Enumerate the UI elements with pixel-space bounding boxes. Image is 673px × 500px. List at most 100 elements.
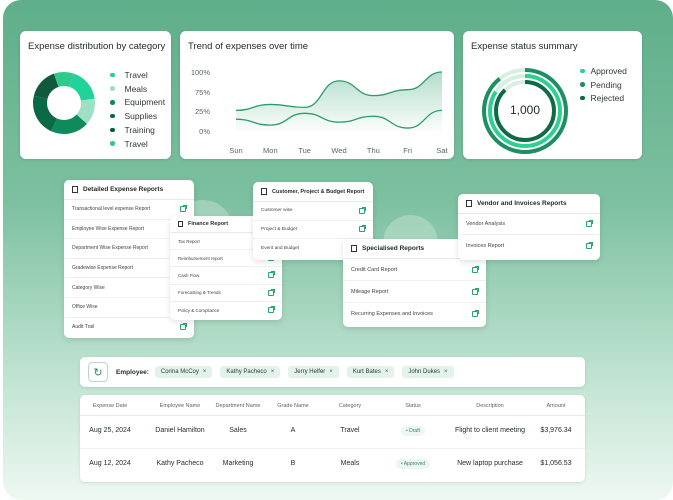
column-header[interactable]: Expense Date bbox=[92, 403, 128, 409]
employee-chip[interactable]: Corina McCoy × bbox=[154, 366, 213, 378]
panel-header: Customer, Project & Budget Report bbox=[253, 182, 373, 202]
legend-item: Equipment bbox=[110, 97, 165, 107]
column-header[interactable]: Employee Name bbox=[159, 403, 201, 409]
legend-item: Rejected bbox=[580, 93, 624, 103]
close-icon[interactable]: × bbox=[329, 369, 333, 375]
report-link[interactable]: Mileage Report bbox=[343, 281, 486, 303]
report-link[interactable]: Recurring Expenses and Invoices bbox=[343, 303, 486, 325]
report-label: Cash Flow bbox=[178, 272, 200, 278]
report-link[interactable]: Forecasting & Trends bbox=[170, 285, 282, 302]
report-label: Audit Trail bbox=[72, 324, 95, 331]
report-link[interactable]: Cash Flow bbox=[170, 267, 282, 285]
vendor-reports-panel: Vendor and Invoices Reports Vendor Analy… bbox=[458, 194, 600, 260]
employee-chip[interactable]: Kurt Bates × bbox=[346, 366, 395, 378]
legend-label: Equipment bbox=[124, 97, 166, 108]
external-link-icon[interactable] bbox=[359, 206, 366, 214]
pie-slice bbox=[69, 73, 95, 101]
x-tick-label: Tue bbox=[298, 146, 311, 155]
legend-label: Pending bbox=[590, 79, 622, 90]
legend-dot bbox=[110, 113, 115, 119]
column-header[interactable]: Department Name bbox=[215, 403, 261, 409]
report-link[interactable]: Vendor Analysis bbox=[458, 214, 600, 235]
trend-card: Trend of expenses over time 100% 75% 25% 0%… bbox=[180, 31, 454, 159]
panel-title: Customer, Project & Budget Report bbox=[272, 188, 365, 195]
chip-label: Kathy Pacheco bbox=[226, 369, 267, 375]
external-link-icon[interactable] bbox=[472, 310, 479, 317]
document-icon bbox=[466, 200, 472, 207]
report-link[interactable]: Policy & Compliance bbox=[170, 302, 282, 319]
report-link[interactable]: Project & Budget bbox=[253, 221, 373, 240]
y-tick-label: 25% bbox=[195, 107, 210, 116]
external-link-icon[interactable] bbox=[180, 323, 187, 331]
document-icon bbox=[261, 188, 267, 195]
external-link-icon[interactable] bbox=[359, 225, 366, 233]
report-label: Gradewise Expense Report bbox=[72, 265, 134, 272]
panel-header: Vendor and Invoices Reports bbox=[458, 194, 600, 214]
y-tick-label: 75% bbox=[195, 88, 210, 97]
external-link-icon[interactable] bbox=[180, 205, 187, 213]
report-label: Event and Budget bbox=[261, 245, 300, 251]
employee-chip[interactable]: John Dukes × bbox=[402, 366, 454, 378]
x-tick-label: Sat bbox=[436, 146, 448, 155]
x-tick-label: Sun bbox=[229, 146, 242, 155]
table-cell: Marketing bbox=[222, 460, 254, 467]
table-cell: Meals bbox=[340, 460, 360, 467]
table-cell: B bbox=[290, 460, 296, 467]
column-header[interactable]: Status bbox=[405, 403, 421, 409]
legend-label: Training bbox=[124, 124, 155, 135]
external-link-icon[interactable] bbox=[268, 271, 275, 279]
report-label: Reimbursement report bbox=[178, 255, 223, 261]
close-icon[interactable]: × bbox=[202, 369, 207, 375]
card-title: Expense status summary bbox=[471, 41, 578, 52]
column-header[interactable]: Description bbox=[476, 403, 504, 409]
legend-dot bbox=[110, 72, 115, 78]
y-tick-label: 0% bbox=[199, 127, 210, 136]
legend-dot bbox=[110, 86, 115, 91]
panel-title: Specialised Reports bbox=[362, 245, 425, 252]
close-icon[interactable]: × bbox=[384, 369, 389, 375]
external-link-icon[interactable] bbox=[268, 288, 275, 296]
filter-label: Employee: bbox=[116, 368, 149, 376]
employee-chip[interactable]: Kathy Pacheco × bbox=[220, 366, 281, 378]
table-cell: Kathy Pacheco bbox=[156, 460, 204, 467]
legend-label: Rejected bbox=[590, 93, 625, 103]
legend-label: Meals bbox=[124, 83, 148, 94]
column-header[interactable]: Category bbox=[338, 403, 362, 409]
expense-distribution-card: Expense distribution by category Travel M… bbox=[20, 31, 171, 159]
report-label: Credit Card Report bbox=[351, 266, 398, 273]
close-icon[interactable]: × bbox=[270, 369, 275, 375]
refresh-icon[interactable]: ↻ bbox=[88, 362, 108, 382]
external-link-icon[interactable] bbox=[472, 287, 479, 295]
x-tick-label: Mon bbox=[263, 146, 278, 155]
document-icon bbox=[178, 221, 183, 227]
external-link-icon[interactable] bbox=[586, 241, 593, 249]
legend-item: Approved bbox=[580, 66, 627, 76]
center-value: 1,000 bbox=[509, 103, 541, 117]
legend-label: Travel bbox=[124, 70, 148, 80]
column-header[interactable]: Grade Name bbox=[277, 403, 309, 409]
legend-dot bbox=[580, 95, 585, 101]
report-link[interactable]: Audit Trail bbox=[64, 318, 194, 338]
report-link[interactable]: Customer wise bbox=[253, 202, 373, 221]
report-link[interactable]: Credit Card Report bbox=[343, 259, 486, 281]
report-label: Mileage Report bbox=[351, 288, 389, 295]
table-cell: $1,056.53 bbox=[540, 460, 572, 467]
legend-dot bbox=[580, 82, 585, 87]
external-link-icon[interactable] bbox=[586, 220, 593, 227]
employee-chip[interactable]: Jerry Helfer × bbox=[288, 366, 339, 378]
expense-table: Expense Date Employee Name Department Name… bbox=[80, 395, 585, 482]
report-link[interactable]: Invoices Report bbox=[458, 235, 600, 256]
column-header[interactable]: Amount bbox=[546, 403, 566, 409]
series-line bbox=[235, 109, 443, 129]
external-link-icon[interactable] bbox=[472, 265, 479, 273]
donut-chart bbox=[33, 72, 95, 134]
table-cell: A bbox=[290, 427, 296, 434]
line-chart: 100% 75% 25% 0% Sun Mon Tue Wed Thu Fri Sat bbox=[191, 68, 449, 155]
report-link[interactable]: Transactional level expense Report bbox=[64, 200, 194, 220]
report-label: Office Wise bbox=[72, 304, 98, 311]
report-label: Project & Budget bbox=[261, 226, 297, 232]
panel-header: Specialised Reports bbox=[343, 239, 486, 259]
table-cell: Travel bbox=[340, 427, 360, 434]
close-icon[interactable]: × bbox=[444, 369, 448, 375]
external-link-icon[interactable] bbox=[268, 306, 275, 314]
